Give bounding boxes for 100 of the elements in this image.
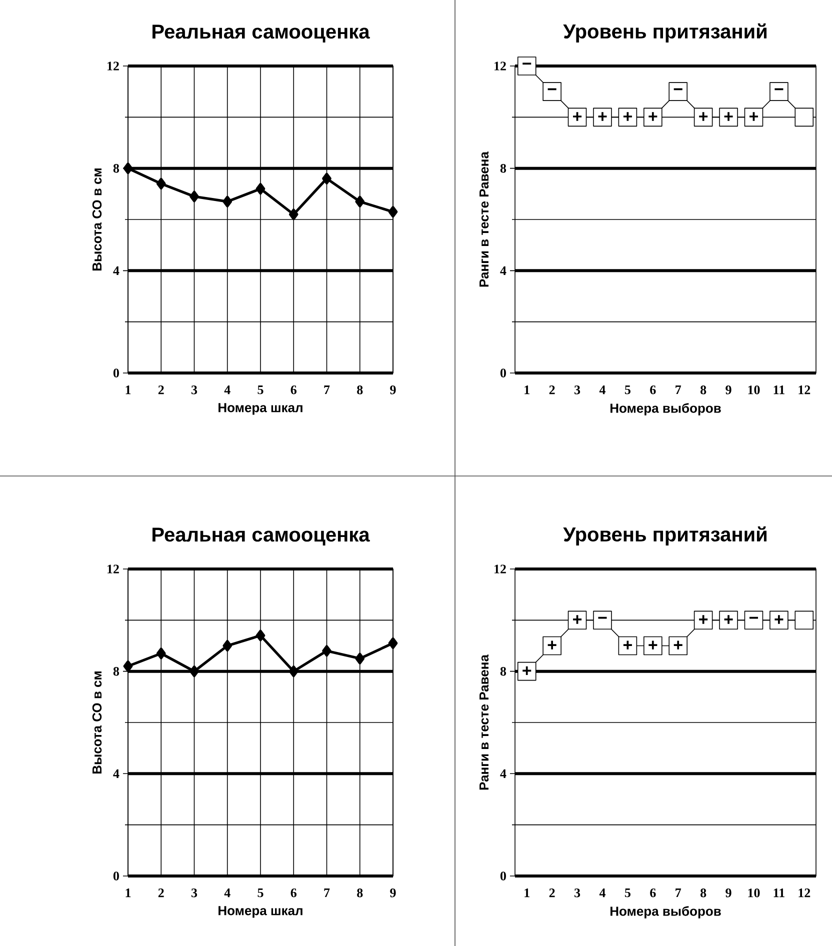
x-tick-label: 7 — [676, 888, 682, 898]
annotation: + — [623, 112, 632, 121]
x-tick-label: 3 — [191, 888, 198, 898]
y-tick-label: 4 — [500, 266, 506, 275]
x-tick-label: 8 — [357, 888, 363, 898]
y-tick-label: 4 — [113, 266, 120, 275]
x-tick-label: 8 — [700, 386, 706, 394]
x-tick-label: 10 — [748, 888, 760, 898]
annotation: + — [724, 112, 733, 121]
annotation: + — [699, 615, 708, 624]
annotation: + — [548, 640, 556, 650]
point — [190, 190, 199, 202]
annotation: + — [648, 112, 658, 121]
y-tick-label: 0 — [113, 872, 119, 880]
x-tick-label: 9 — [390, 888, 396, 898]
annotation: − — [548, 88, 556, 90]
x-tick-label: 5 — [624, 386, 630, 394]
annotation: − — [774, 88, 784, 90]
x-tick-label: 12 — [798, 888, 810, 898]
point — [388, 206, 398, 218]
x-tick-label: 1 — [524, 888, 530, 898]
x-axis-title: Номера выборов — [610, 906, 721, 918]
point — [593, 610, 612, 630]
x-tick-label: 2 — [549, 888, 555, 898]
point — [123, 660, 133, 672]
x-axis-title: Номера шкал — [218, 403, 302, 415]
x-tick-label: 4 — [224, 888, 230, 898]
x-tick-label: 2 — [549, 386, 555, 394]
x-tick-label: 1 — [126, 888, 131, 898]
annotation: − — [598, 616, 607, 619]
x-tick-label: 10 — [748, 386, 760, 394]
y-axis-title: Ранги в тесте Равена — [480, 654, 489, 790]
point — [222, 640, 232, 652]
chart-title: Уровень притязаний — [563, 23, 766, 42]
point — [744, 610, 764, 630]
point — [190, 666, 199, 678]
point — [322, 645, 332, 657]
point — [256, 630, 266, 642]
x-tick-label: 8 — [700, 888, 706, 898]
annotation: − — [674, 88, 682, 90]
y-tick-label: 0 — [500, 368, 506, 378]
point — [388, 637, 398, 649]
annotation: − — [749, 616, 758, 619]
annotation: + — [598, 112, 607, 121]
point — [668, 82, 688, 101]
annotation: + — [522, 666, 532, 675]
x-tick-label: 4 — [224, 386, 230, 394]
y-tick-label: 12 — [108, 564, 119, 574]
point — [517, 56, 536, 76]
x-tick-label: 6 — [290, 888, 296, 898]
annotation: + — [699, 112, 708, 121]
y-tick-label: 4 — [500, 769, 506, 778]
x-tick-label: 8 — [357, 386, 363, 394]
y-tick-label: 8 — [113, 666, 120, 676]
x-tick-label: 7 — [324, 386, 330, 394]
chart-title: Реальная самооценка — [152, 24, 370, 42]
y-tick-label: 0 — [500, 872, 506, 880]
annotation: + — [573, 615, 582, 624]
x-tick-label: 7 — [676, 386, 682, 394]
x-tick-label: 6 — [650, 888, 656, 898]
point — [355, 196, 365, 208]
y-tick-label: 8 — [500, 666, 506, 676]
y-axis-title: Ранги в тесте Равена — [480, 151, 489, 287]
y-tick-label: 8 — [113, 164, 120, 173]
y-tick-label: 8 — [500, 164, 506, 173]
point — [770, 82, 788, 101]
x-tick-label: 5 — [258, 386, 264, 394]
annotation: + — [648, 640, 658, 650]
y-axis-title: Высота СО в см — [92, 672, 102, 774]
annotation: + — [724, 615, 733, 624]
x-tick-label: 11 — [774, 888, 784, 898]
point — [156, 178, 166, 190]
x-axis-title: Номера шкал — [218, 906, 302, 918]
point — [794, 108, 814, 127]
x-tick-label: 6 — [290, 386, 296, 394]
y-tick-label: 12 — [108, 62, 119, 70]
x-tick-label: 3 — [191, 386, 198, 394]
y-tick-label: 12 — [494, 564, 506, 574]
x-tick-label: 11 — [774, 386, 784, 394]
x-tick-label: 5 — [624, 888, 630, 898]
point — [256, 183, 266, 195]
annotation: + — [749, 112, 758, 121]
point — [794, 610, 814, 630]
annotation: + — [573, 112, 582, 121]
point — [123, 162, 133, 174]
annotation: + — [623, 640, 632, 650]
x-tick-label: 2 — [158, 888, 164, 898]
annotation: − — [522, 62, 532, 65]
chart-title: Реальная самооценка — [152, 528, 370, 546]
x-tick-label: 12 — [798, 386, 810, 394]
x-tick-label: 2 — [158, 386, 164, 394]
y-tick-label: 4 — [113, 769, 120, 778]
x-tick-label: 5 — [258, 888, 264, 898]
x-tick-label: 9 — [390, 386, 396, 394]
x-tick-label: 3 — [574, 888, 580, 898]
point — [322, 172, 332, 184]
x-tick-label: 1 — [126, 386, 131, 394]
annotation: + — [674, 640, 682, 650]
annotation: + — [774, 615, 784, 624]
x-tick-label: 7 — [324, 888, 330, 898]
